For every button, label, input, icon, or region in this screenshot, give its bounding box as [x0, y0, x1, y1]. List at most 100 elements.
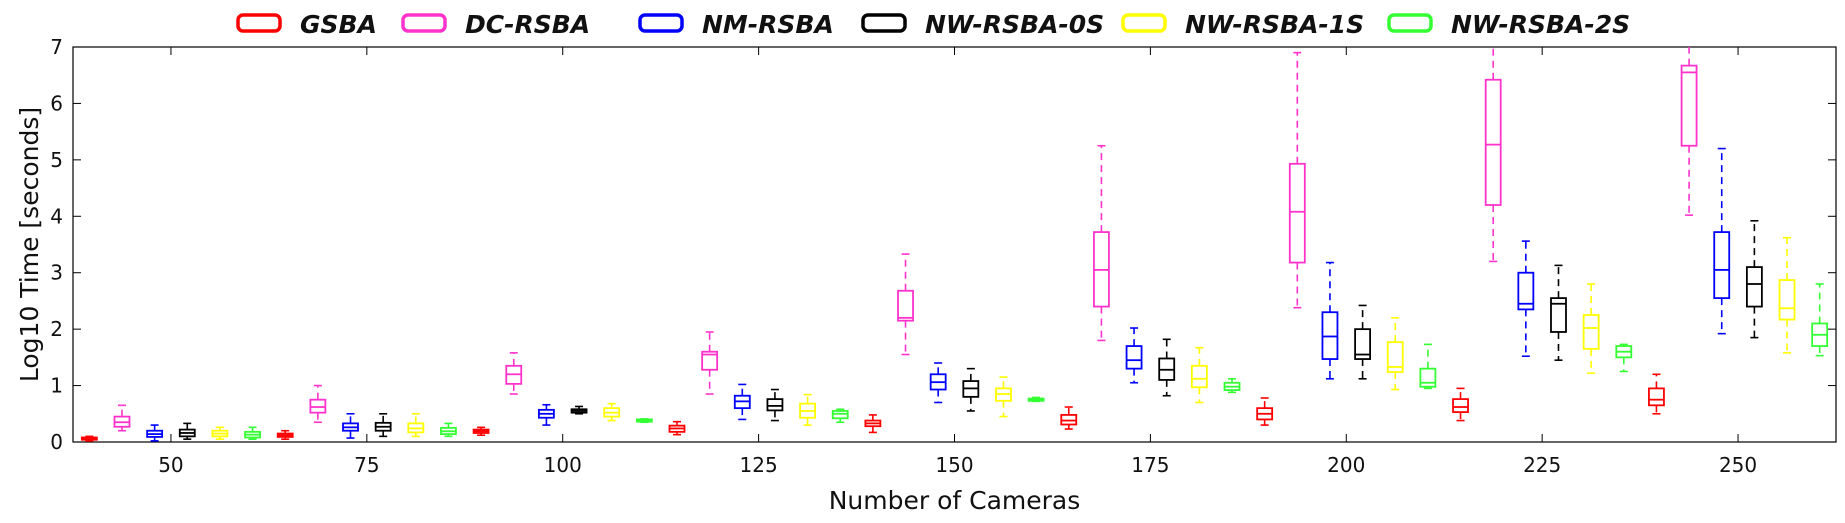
box-dc-rsba-50: [113, 404, 131, 432]
legend-swatch: [236, 13, 282, 33]
box-nw-rsba-0s-250: [1745, 220, 1763, 339]
box-nw-rsba-2s-225: [1615, 343, 1633, 373]
y-tick-label: 5: [50, 148, 63, 172]
legend-swatch: [638, 13, 684, 33]
box-iqr: [1745, 266, 1763, 308]
box-nw-rsba-2s-100: [635, 418, 653, 424]
box-iqr: [1484, 78, 1502, 206]
box-iqr: [1582, 314, 1600, 350]
box-iqr: [1190, 364, 1208, 389]
box-nw-rsba-2s-250: [1811, 283, 1829, 357]
legend: GSBA DC-RSBA NM-RSBA NW-RSBA-0S NW-RSBA-1S NW…: [236, 10, 1630, 39]
box-nw-rsba-0s-75: [374, 412, 392, 438]
y-tick-label: 2: [50, 317, 63, 341]
box-nm-rsba-50: [146, 424, 164, 442]
box-nw-rsba-1s-100: [603, 402, 621, 422]
box-iqr: [1648, 387, 1665, 407]
box-dc-rsba-75: [309, 384, 327, 424]
box-iqr: [1288, 162, 1306, 264]
y-axis-label: Log10 Time [seconds]: [15, 107, 44, 382]
box-dc-rsba-150: [897, 253, 914, 356]
y-tick-label: 4: [50, 204, 63, 228]
x-tick-label: 225: [1523, 453, 1561, 477]
x-tick-label: 125: [740, 453, 778, 477]
x-tick-label: 200: [1327, 453, 1365, 477]
box-nw-rsba-1s-125: [799, 393, 816, 426]
legend-label: NM-RSBA: [702, 10, 834, 39]
legend-swatch: [1387, 13, 1433, 33]
box-nm-rsba-150: [929, 362, 947, 404]
box-nm-rsba-200: [1321, 261, 1339, 380]
box-nw-rsba-0s-50: [178, 422, 196, 440]
x-axis-label: Number of Cameras: [829, 486, 1081, 515]
box-gsba-225: [1452, 387, 1469, 422]
box-nw-rsba-1s-225: [1582, 283, 1600, 374]
box-iqr: [1517, 271, 1535, 311]
box-iqr: [1386, 341, 1404, 373]
y-tick-label: 7: [50, 35, 63, 59]
y-tick-label: 1: [50, 374, 63, 398]
box-nw-rsba-0s-200: [1354, 304, 1372, 380]
legend-item-nw-rsba-1s: NW-RSBA-1S: [1121, 10, 1364, 39]
legend-label: NW-RSBA-0S: [925, 10, 1104, 39]
box-nw-rsba-1s-50: [211, 426, 229, 440]
box-nw-rsba-2s-125: [831, 408, 849, 424]
box-nw-rsba-0s-100: [570, 405, 588, 415]
box-gsba-150: [864, 414, 882, 434]
legend-label: GSBA: [300, 10, 377, 39]
box-iqr: [1125, 345, 1143, 370]
x-tick-label: 50: [158, 453, 183, 477]
legend-label: DC-RSBA: [465, 10, 590, 39]
box-nm-rsba-175: [1125, 327, 1143, 384]
box-iqr: [897, 289, 914, 322]
box-iqr: [1778, 279, 1796, 321]
x-tick-label: 175: [1131, 453, 1169, 477]
box-nw-rsba-1s-175: [1190, 346, 1208, 404]
legend-item-nw-rsba-2s: NW-RSBA-2S: [1387, 10, 1630, 39]
box-nw-rsba-0s-125: [766, 388, 784, 422]
box-gsba-100: [472, 426, 490, 437]
plot-area: [72, 46, 1837, 443]
box-iqr: [766, 398, 784, 412]
legend-swatch: [401, 13, 447, 33]
x-tick-label: 100: [544, 453, 582, 477]
box-gsba-125: [668, 420, 686, 436]
box-series: [80, 47, 1829, 442]
box-gsba-200: [1256, 397, 1274, 426]
y-axis: 0 1 2 3 4 5 6 7: [50, 35, 1836, 454]
x-tick-label: 150: [935, 453, 973, 477]
box-dc-rsba-100: [505, 352, 523, 395]
box-nm-rsba-75: [342, 412, 359, 439]
y-tick-label: 3: [50, 261, 63, 285]
box-dc-rsba-225: [1484, 47, 1502, 263]
x-tick-label: 75: [354, 453, 379, 477]
box-nm-rsba-100: [537, 403, 555, 426]
box-nw-rsba-0s-150: [962, 367, 980, 412]
box-iqr: [1354, 328, 1372, 360]
box-iqr: [701, 350, 719, 371]
box-nw-rsba-2s-200: [1419, 343, 1437, 390]
legend-label: NW-RSBA-1S: [1185, 10, 1364, 39]
box-dc-rsba-200: [1288, 51, 1306, 309]
box-dc-rsba-175: [1093, 144, 1110, 342]
box-gsba-175: [1060, 406, 1078, 430]
box-iqr: [1550, 297, 1567, 333]
box-nw-rsba-2s-175: [1223, 377, 1241, 394]
box-gsba-250: [1648, 373, 1665, 415]
box-nw-rsba-0s-225: [1550, 264, 1567, 361]
box-iqr: [1419, 367, 1437, 388]
box-nw-rsba-2s-150: [1027, 396, 1045, 403]
box-nw-rsba-2s-75: [440, 422, 457, 438]
box-nm-rsba-225: [1517, 240, 1535, 358]
box-iqr: [1680, 64, 1698, 147]
legend-swatch: [861, 13, 907, 33]
box-gsba-50: [80, 435, 98, 442]
box-nw-rsba-1s-200: [1386, 317, 1404, 391]
box-nw-rsba-2s-50: [244, 426, 261, 440]
box-nw-rsba-1s-75: [407, 412, 425, 438]
box-iqr: [1452, 398, 1469, 413]
box-nw-rsba-1s-250: [1778, 236, 1796, 354]
legend-item-nm-rsba: NM-RSBA: [638, 10, 834, 39]
box-iqr: [1713, 231, 1731, 300]
